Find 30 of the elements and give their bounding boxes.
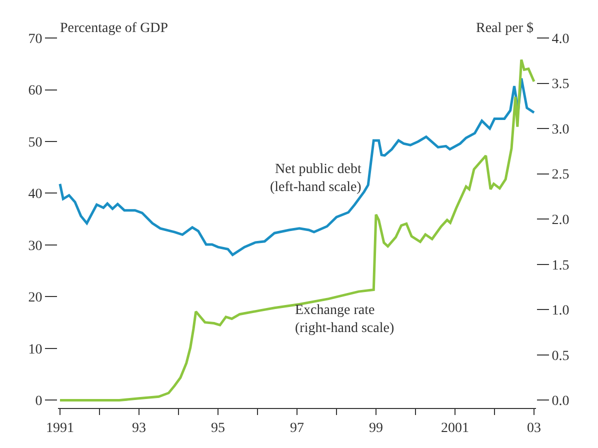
y2-tick-label: 2.0: [552, 213, 570, 228]
y-tick-label: 40: [28, 187, 42, 202]
y2-tick-label: 4.0: [552, 32, 570, 47]
x-tick-label: 95: [210, 420, 225, 436]
y2-tick-label: 2.5: [552, 168, 570, 183]
y-tick-label: 50: [28, 135, 42, 150]
series-label: Net public debt (left-hand scale): [270, 162, 362, 196]
y2-tick-label: 0.5: [552, 348, 570, 364]
y2-tick-label: 0.0: [552, 394, 570, 410]
x-tick-label: 2001: [441, 420, 470, 436]
y2-tick-label: 3.5: [552, 77, 570, 92]
series-label: Exchange rate (right-hand scale): [295, 303, 394, 336]
y2-tick-label: 3.0: [552, 122, 570, 138]
y-tick-label: 30: [28, 238, 42, 254]
y2-axis-title: Real per $: [476, 21, 534, 36]
x-tick-label: 99: [369, 420, 384, 436]
x-tick-label: 97: [290, 420, 304, 436]
y-axis-title: Percentage of GDP: [60, 21, 168, 36]
y-tick-label: 10: [28, 342, 42, 358]
y-tick-label: 20: [28, 290, 42, 306]
y-tick-label: 0: [35, 394, 42, 410]
line-series: [58, 58, 536, 402]
x-tick-label: 1991: [46, 420, 74, 436]
line-series: [58, 77, 536, 256]
y2-tick-label: 1.0: [552, 304, 570, 319]
y-tick-label: 70: [28, 32, 42, 47]
x-tick-label: 93: [132, 420, 146, 436]
x-tick-label: 03: [527, 420, 542, 436]
y-tick-label: 60: [28, 84, 42, 99]
y2-tick-label: 1.5: [552, 258, 570, 274]
